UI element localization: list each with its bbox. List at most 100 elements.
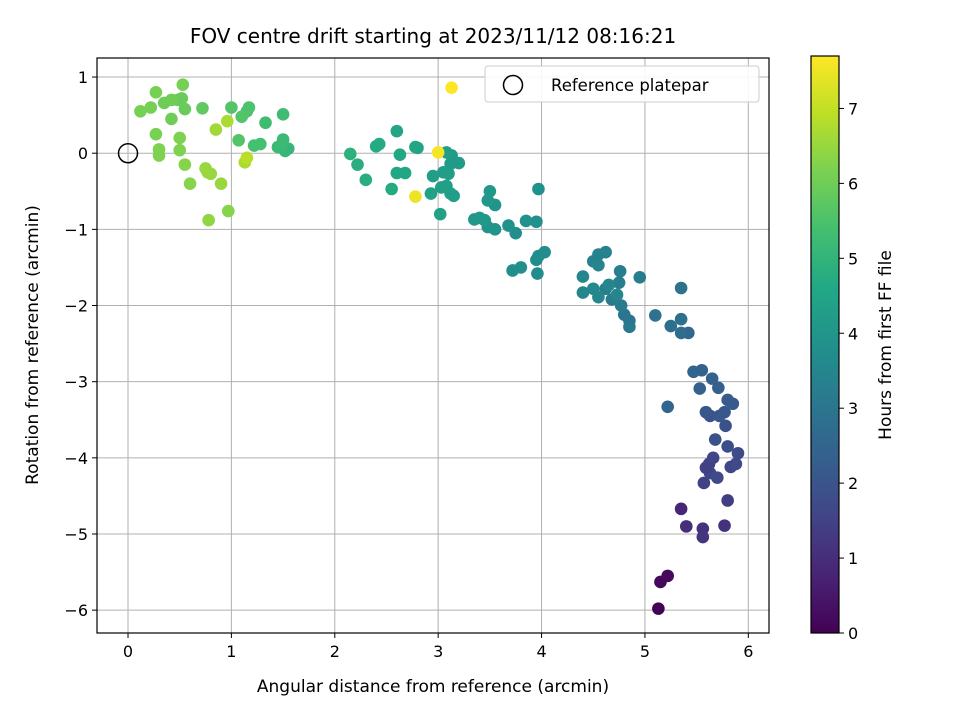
data-point bbox=[576, 286, 590, 299]
data-point bbox=[445, 81, 458, 95]
data-point bbox=[576, 270, 590, 283]
y-axis-ticks: 1 0 −1 −2 −3 −4 −5 −6 bbox=[64, 68, 97, 620]
x-tick-label: 5 bbox=[640, 642, 650, 661]
data-point bbox=[687, 365, 700, 379]
data-point bbox=[674, 326, 688, 340]
legend-label: Reference platepar bbox=[551, 76, 709, 95]
y-tick-label: −5 bbox=[64, 525, 88, 544]
data-point bbox=[149, 85, 163, 99]
data-point bbox=[359, 173, 373, 187]
data-point bbox=[699, 461, 713, 475]
data-point bbox=[183, 177, 197, 190]
colorbar-tick-label: 6 bbox=[848, 174, 858, 193]
data-point bbox=[165, 112, 178, 126]
colorbar-gradient bbox=[810, 55, 840, 634]
data-point bbox=[483, 184, 497, 198]
data-point bbox=[411, 141, 424, 155]
data-point bbox=[157, 96, 171, 110]
data-point bbox=[149, 127, 163, 141]
y-tick-label: −4 bbox=[64, 449, 88, 468]
data-point bbox=[592, 258, 605, 272]
y-tick-label: −6 bbox=[64, 601, 88, 620]
data-point bbox=[259, 116, 272, 130]
data-point bbox=[247, 139, 261, 152]
data-point bbox=[731, 446, 745, 460]
x-tick-label: 6 bbox=[743, 642, 753, 661]
data-point bbox=[610, 288, 624, 302]
y-tick-label: −3 bbox=[64, 373, 88, 392]
data-point bbox=[235, 110, 249, 123]
x-tick-label: 4 bbox=[536, 642, 546, 661]
y-axis-title: Rotation from reference (arcmin) bbox=[23, 205, 43, 485]
reference-platepar-marker bbox=[117, 142, 139, 164]
data-point bbox=[613, 264, 627, 278]
plot-background bbox=[97, 58, 769, 633]
data-point bbox=[648, 309, 662, 322]
data-point bbox=[409, 190, 422, 203]
x-tick-label: 0 bbox=[123, 642, 133, 661]
data-point bbox=[706, 451, 720, 465]
data-point bbox=[721, 494, 734, 507]
data-point bbox=[372, 137, 386, 151]
data-point bbox=[178, 102, 192, 116]
data-point bbox=[385, 182, 398, 196]
data-point bbox=[721, 440, 734, 453]
plot-frame bbox=[96, 57, 770, 634]
y-tick-label: 0 bbox=[78, 144, 88, 163]
data-point bbox=[664, 319, 678, 333]
data-point bbox=[152, 149, 166, 162]
data-point bbox=[679, 520, 693, 533]
colorbar-tick-label: 1 bbox=[848, 549, 858, 568]
data-point bbox=[240, 151, 254, 165]
data-point bbox=[173, 131, 187, 145]
data-point bbox=[447, 189, 460, 203]
colorbar: 0 1 2 3 4 5 6 7 Hours from first FF file bbox=[810, 55, 896, 643]
data-point bbox=[712, 381, 725, 395]
data-point bbox=[586, 282, 600, 296]
data-point bbox=[674, 281, 688, 295]
data-point bbox=[426, 169, 440, 183]
data-point bbox=[718, 519, 731, 532]
chart-title: FOV centre drift starting at 2023/11/12 … bbox=[190, 24, 676, 48]
data-point bbox=[531, 267, 544, 280]
data-point bbox=[144, 101, 158, 114]
data-point bbox=[202, 213, 215, 227]
y-tick-label: 1 bbox=[78, 68, 88, 87]
data-point bbox=[719, 419, 732, 433]
x-tick-label: 1 bbox=[226, 642, 236, 661]
data-point bbox=[602, 278, 616, 292]
data-point bbox=[530, 253, 543, 267]
x-tick-label: 3 bbox=[433, 642, 443, 661]
data-point bbox=[351, 158, 364, 171]
legend: Reference platepar bbox=[484, 65, 760, 103]
x-axis-ticks: 0 1 2 3 4 5 6 bbox=[123, 633, 753, 661]
colorbar-tick-label: 7 bbox=[848, 99, 858, 118]
y-tick-label: −2 bbox=[64, 297, 88, 316]
colorbar-tick-label: 0 bbox=[848, 624, 858, 643]
data-point bbox=[221, 204, 235, 218]
colorbar-tick-label: 5 bbox=[848, 249, 858, 268]
data-point bbox=[614, 299, 628, 312]
legend-box bbox=[484, 65, 760, 103]
data-point bbox=[612, 276, 626, 289]
data-point bbox=[225, 101, 238, 114]
data-point bbox=[173, 143, 187, 157]
data-point bbox=[431, 146, 445, 159]
data-point bbox=[343, 147, 357, 161]
data-point bbox=[532, 182, 545, 196]
data-point bbox=[502, 219, 515, 232]
data-point bbox=[726, 397, 740, 411]
data-point bbox=[693, 382, 707, 395]
data-point bbox=[705, 372, 719, 385]
data-point bbox=[440, 179, 453, 193]
data-point bbox=[437, 165, 450, 179]
x-axis-title: Angular distance from reference (arcmin) bbox=[257, 677, 609, 697]
data-point bbox=[718, 405, 731, 419]
data-point bbox=[711, 471, 724, 484]
legend-marker bbox=[502, 74, 524, 96]
colorbar-title: Hours from first FF file bbox=[876, 250, 896, 440]
data-point bbox=[276, 108, 290, 121]
data-point bbox=[196, 101, 209, 115]
data-point bbox=[204, 167, 218, 181]
